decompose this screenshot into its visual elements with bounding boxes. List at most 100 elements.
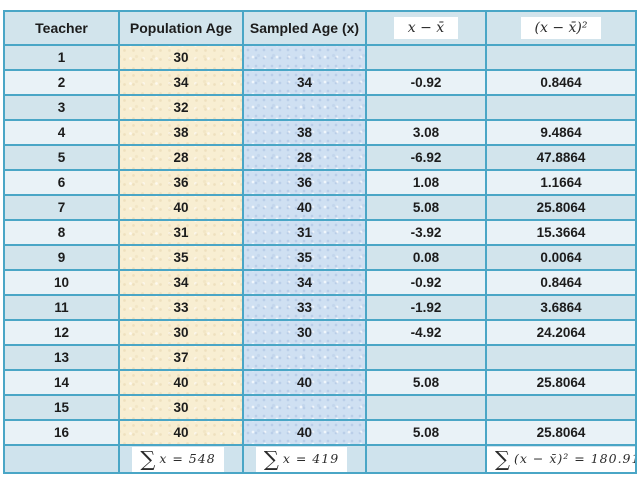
table-row: 12 30 30 -4.92 24.2064 bbox=[3, 319, 637, 346]
teacher-cell: 2 bbox=[3, 69, 120, 96]
population-age-cell: 33 bbox=[118, 294, 244, 321]
deviation-formula: x − x̄ bbox=[393, 16, 459, 40]
col-header-deviation: x − x̄ bbox=[365, 10, 487, 46]
sampled-age-cell bbox=[242, 94, 367, 121]
sampled-age-cell: 35 bbox=[242, 244, 367, 271]
squared-deviation-cell bbox=[485, 344, 637, 371]
population-age-cell: 30 bbox=[118, 44, 244, 71]
sampled-sum-cell: ∑ x = 419 bbox=[242, 444, 367, 474]
population-sum-cell: ∑ x = 548 bbox=[118, 444, 244, 474]
table-row: 13 37 bbox=[3, 344, 637, 371]
table-row: 1 30 bbox=[3, 44, 637, 71]
sigma-icon: ∑ bbox=[140, 446, 156, 471]
squared-deviation-cell: 24.2064 bbox=[485, 319, 637, 346]
header-row: Teacher Population Age Sampled Age (x) x… bbox=[3, 10, 637, 46]
squared-deviation-cell bbox=[485, 394, 637, 421]
teacher-cell: 15 bbox=[3, 394, 120, 421]
teacher-cell: 8 bbox=[3, 219, 120, 246]
teacher-cell: 9 bbox=[3, 244, 120, 271]
deviation-cell: 5.08 bbox=[365, 369, 487, 396]
squared-deviation-cell: 25.8064 bbox=[485, 369, 637, 396]
teacher-cell: 5 bbox=[3, 144, 120, 171]
squared-deviation-cell: 25.8064 bbox=[485, 194, 637, 221]
teacher-cell: 10 bbox=[3, 269, 120, 296]
sampled-age-cell bbox=[242, 44, 367, 71]
table-row: 9 35 35 0.08 0.0064 bbox=[3, 244, 637, 271]
deviation-cell: -4.92 bbox=[365, 319, 487, 346]
deviation-sum-cell bbox=[365, 444, 487, 474]
squared-deviation-cell: 47.8864 bbox=[485, 144, 637, 171]
teacher-cell: 1 bbox=[3, 44, 120, 71]
population-age-cell: 35 bbox=[118, 244, 244, 271]
teacher-cell: 13 bbox=[3, 344, 120, 371]
population-sum-formula: ∑ x = 548 bbox=[132, 446, 224, 471]
sampled-sum-formula: ∑ x = 419 bbox=[255, 446, 348, 471]
population-age-cell: 28 bbox=[118, 144, 244, 171]
deviation-cell: -3.92 bbox=[365, 219, 487, 246]
table-row: 16 40 40 5.08 25.8064 bbox=[3, 419, 637, 446]
population-age-cell: 40 bbox=[118, 194, 244, 221]
deviation-cell: -0.92 bbox=[365, 69, 487, 96]
population-age-cell: 31 bbox=[118, 219, 244, 246]
sampled-age-cell: 38 bbox=[242, 119, 367, 146]
population-age-cell: 40 bbox=[118, 369, 244, 396]
deviation-cell: 1.08 bbox=[365, 169, 487, 196]
population-age-cell: 30 bbox=[118, 319, 244, 346]
sigma-icon: ∑ bbox=[495, 446, 510, 471]
sampled-age-cell bbox=[242, 394, 367, 421]
table-row: 6 36 36 1.08 1.1664 bbox=[3, 169, 637, 196]
squared-deviation-cell: 1.1664 bbox=[485, 169, 637, 196]
population-age-cell: 30 bbox=[118, 394, 244, 421]
table-row: 7 40 40 5.08 25.8064 bbox=[3, 194, 637, 221]
deviation-cell bbox=[365, 344, 487, 371]
sampled-age-cell: 36 bbox=[242, 169, 367, 196]
sampled-age-cell: 31 bbox=[242, 219, 367, 246]
table-row: 5 28 28 -6.92 47.8864 bbox=[3, 144, 637, 171]
deviation-cell bbox=[365, 94, 487, 121]
deviation-cell: 0.08 bbox=[365, 244, 487, 271]
sampled-age-cell: 33 bbox=[242, 294, 367, 321]
squared-deviation-cell bbox=[485, 94, 637, 121]
teacher-cell: 3 bbox=[3, 94, 120, 121]
deviation-cell: -0.92 bbox=[365, 269, 487, 296]
squared-deviation-cell: 0.0064 bbox=[485, 244, 637, 271]
teacher-cell: 7 bbox=[3, 194, 120, 221]
squared-deviation-cell: 25.8064 bbox=[485, 419, 637, 446]
col-header-population-age: Population Age bbox=[118, 10, 244, 46]
sampled-age-cell: 40 bbox=[242, 369, 367, 396]
teacher-cell: 12 bbox=[3, 319, 120, 346]
sigma-icon: ∑ bbox=[263, 446, 279, 471]
population-age-cell: 32 bbox=[118, 94, 244, 121]
deviation-cell: -6.92 bbox=[365, 144, 487, 171]
population-age-cell: 34 bbox=[118, 69, 244, 96]
table-row: 4 38 38 3.08 9.4864 bbox=[3, 119, 637, 146]
population-age-cell: 37 bbox=[118, 344, 244, 371]
population-age-cell: 38 bbox=[118, 119, 244, 146]
sampled-age-cell: 28 bbox=[242, 144, 367, 171]
deviation-cell: 5.08 bbox=[365, 419, 487, 446]
sampled-age-cell: 30 bbox=[242, 319, 367, 346]
table-row: 2 34 34 -0.92 0.8464 bbox=[3, 69, 637, 96]
col-header-squared-deviation: (x − x̄)² bbox=[485, 10, 637, 46]
table-row: 8 31 31 -3.92 15.3664 bbox=[3, 219, 637, 246]
col-header-teacher: Teacher bbox=[3, 10, 120, 46]
squared-deviation-cell: 0.8464 bbox=[485, 269, 637, 296]
deviation-cell bbox=[365, 44, 487, 71]
deviation-cell: 3.08 bbox=[365, 119, 487, 146]
teacher-cell: 14 bbox=[3, 369, 120, 396]
sum-row: ∑x = 548 ∑x = 419 ∑(x − x̄)² = 180.9168 bbox=[3, 444, 637, 474]
deviation-cell: 5.08 bbox=[365, 194, 487, 221]
table-row: 10 34 34 -0.92 0.8464 bbox=[3, 269, 637, 296]
squared-deviation-formula: (x − x̄)² bbox=[520, 16, 602, 40]
squared-deviation-cell bbox=[485, 44, 637, 71]
teacher-cell: 6 bbox=[3, 169, 120, 196]
sampled-age-cell: 34 bbox=[242, 269, 367, 296]
teacher-cell: 4 bbox=[3, 119, 120, 146]
deviation-cell: -1.92 bbox=[365, 294, 487, 321]
squared-deviation-cell: 0.8464 bbox=[485, 69, 637, 96]
population-age-cell: 34 bbox=[118, 269, 244, 296]
squared-sum-formula: ∑(x − x̄)² = 180.9168 bbox=[488, 446, 634, 471]
squared-deviation-cell: 9.4864 bbox=[485, 119, 637, 146]
sum-teacher-cell bbox=[3, 444, 120, 474]
sampled-age-cell: 40 bbox=[242, 419, 367, 446]
